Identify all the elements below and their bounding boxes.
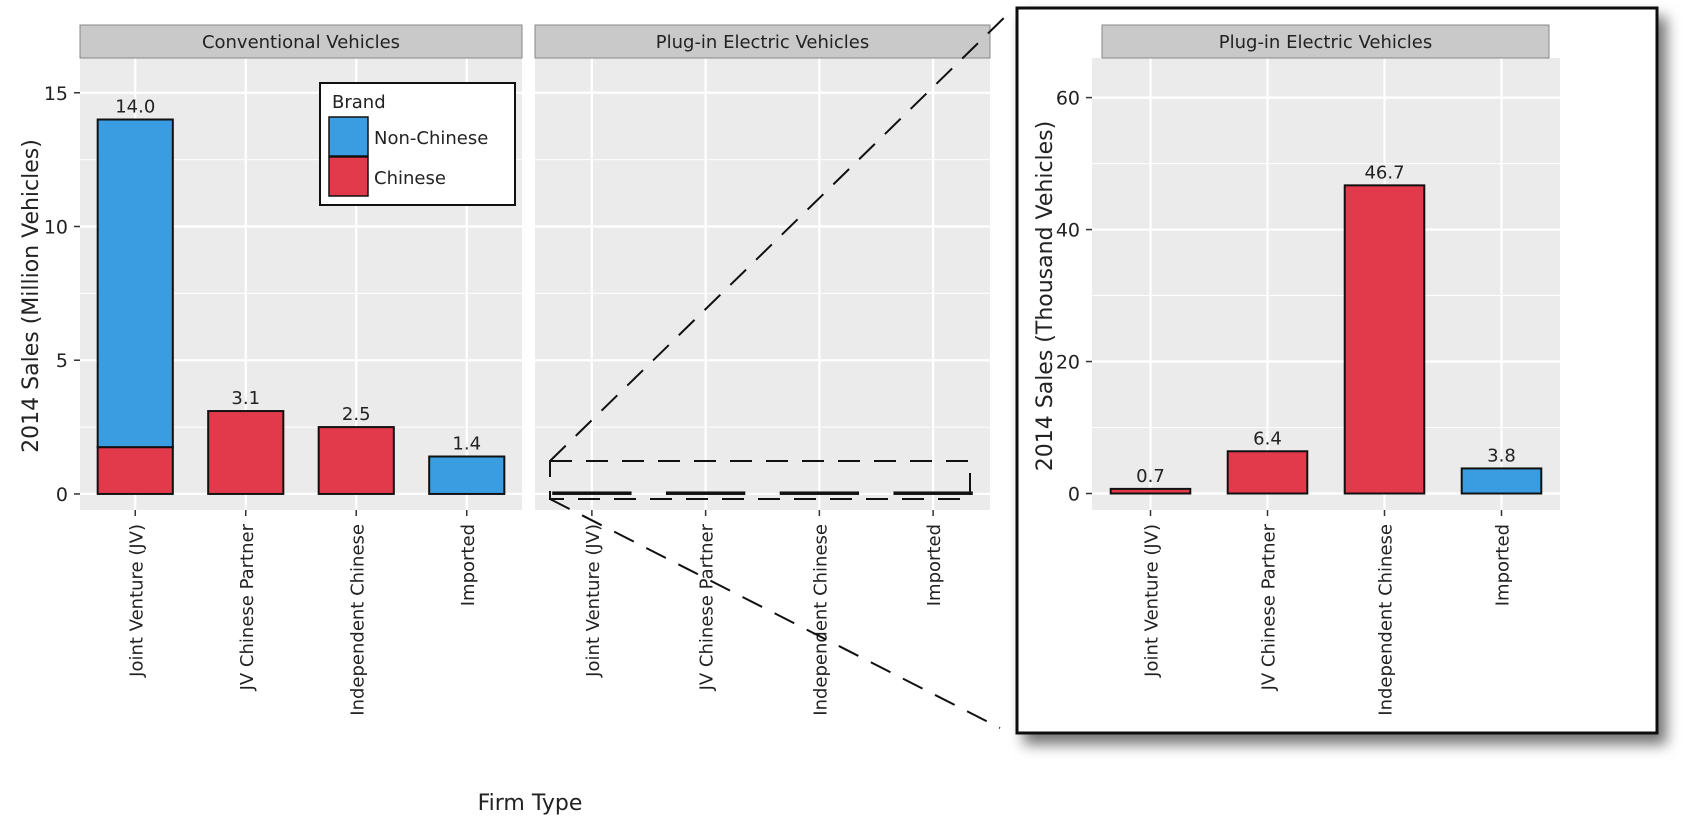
bar-value-label: 6.4 <box>1253 428 1282 449</box>
bar-chinese-1 <box>96 446 174 495</box>
panel-title: Plug-in Electric Vehicles <box>656 32 870 53</box>
y-tick-label: 10 <box>44 216 68 238</box>
bar-non-chinese-4 <box>428 455 506 495</box>
x-tick-label: JV Chinese Partner <box>237 523 258 691</box>
x-tick-label: Imported <box>1493 524 1514 606</box>
x-tick-label: Independent Chinese <box>810 524 831 716</box>
x-tick-label: Imported <box>458 524 479 606</box>
y-axis-title: 2014 Sales (Thousand Vehicles) <box>1033 121 1058 471</box>
panel-title: Plug-in Electric Vehicles <box>1219 32 1433 53</box>
zoom-selection-box <box>549 460 971 500</box>
y-tick-label: 15 <box>44 83 68 105</box>
legend: Brand Non-Chinese Chinese <box>319 82 516 206</box>
bar-value-label: 0.7 <box>1136 466 1165 487</box>
panel-strip <box>1101 24 1550 59</box>
bar-value-label: 14.0 <box>115 97 155 118</box>
panel-title: Conventional Vehicles <box>202 32 400 53</box>
x-tick-label: JV Chinese Partner <box>697 523 718 691</box>
bar-chinese-2 <box>1226 450 1309 495</box>
panel-strip <box>79 24 523 59</box>
panel-background <box>1092 58 1560 510</box>
bar-chinese-1 <box>1109 487 1192 495</box>
bar-value-label: 1.4 <box>452 434 481 455</box>
bar-chinese-3 <box>317 426 395 495</box>
bar-chinese-3 <box>779 491 860 495</box>
bar-chinese-2 <box>665 491 746 495</box>
bar-value-label: 3.1 <box>231 388 260 409</box>
y-axis-title: 2014 Sales (Million Vehicles) <box>19 139 44 453</box>
bar-chinese-3 <box>1343 184 1426 495</box>
panel-background <box>535 58 990 510</box>
panel-3: Plug-in Electric Vehicles 0 20 40 60 0.7 Joint… <box>1033 24 1560 716</box>
bar-value-label: 2.5 <box>342 404 371 425</box>
y-tick-label: 5 <box>56 350 68 372</box>
x-tick-label: Joint Venture (JV) <box>583 524 604 678</box>
bar-non-chinese-4 <box>1460 467 1543 495</box>
x-tick-label: Imported <box>924 524 945 606</box>
y-tick-label: 20 <box>1056 352 1080 374</box>
y-tick-label: 0 <box>56 484 68 506</box>
legend-label: Non-Chinese <box>374 128 488 149</box>
panel-strip <box>534 24 991 59</box>
x-tick-label: Joint Venture (JV) <box>1142 524 1163 678</box>
bar-value-label: 3.8 <box>1487 445 1516 466</box>
y-tick-label: 40 <box>1056 220 1080 242</box>
x-tick-label: Independent Chinese <box>347 524 368 716</box>
bar-chinese-2 <box>207 410 285 495</box>
y-tick-label: 60 <box>1056 88 1080 110</box>
x-axis-title: Firm Type <box>478 791 583 816</box>
zoom-connector-bottom <box>549 498 1001 729</box>
bar-non-chinese-1 <box>96 118 174 449</box>
y-tick-label: 0 <box>1068 484 1080 506</box>
legend-label: Chinese <box>374 168 446 189</box>
panel-1: Conventional Vehicles 0 5 10 15 14.0 Joint Ven… <box>19 24 523 716</box>
bar-non-chinese-4 <box>893 491 973 495</box>
panel-2: Plug-in Electric Vehicles Joint Venture (… <box>534 24 991 716</box>
legend-swatch-chinese <box>328 156 369 197</box>
x-tick-label: Independent Chinese <box>1376 524 1397 716</box>
x-tick-label: Joint Venture (JV) <box>126 524 147 678</box>
bar-chinese-1 <box>552 491 632 495</box>
legend-title: Brand <box>332 92 386 113</box>
x-tick-label: JV Chinese Partner <box>1259 523 1280 691</box>
bar-value-label: 46.7 <box>1364 162 1404 183</box>
legend-swatch-non-chinese <box>328 116 369 157</box>
